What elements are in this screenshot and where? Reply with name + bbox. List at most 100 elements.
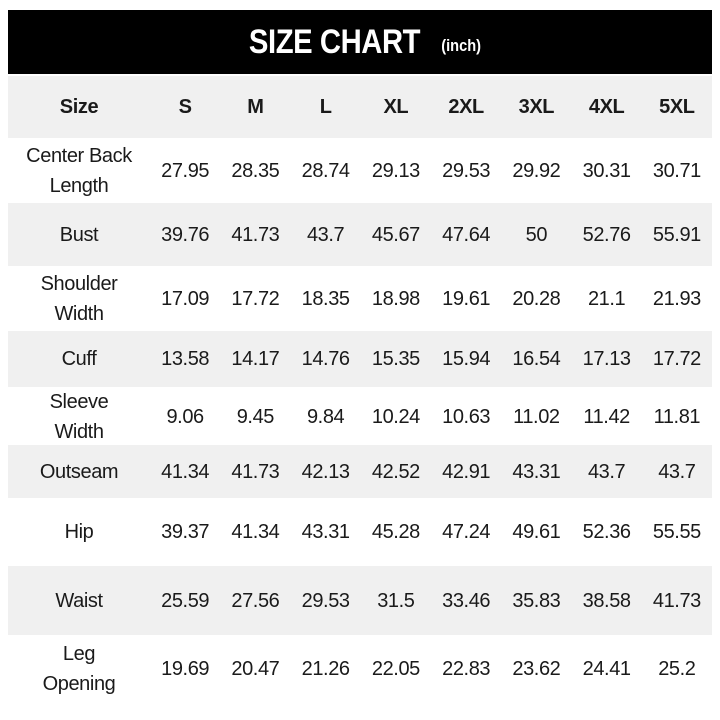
measurement-cell: 11.42 — [583, 406, 630, 428]
measurement-cell: 29.92 — [512, 159, 561, 182]
header-size-s: S — [178, 96, 192, 118]
measurement-cell: 16.54 — [512, 348, 561, 370]
measurement-cell: 17.13 — [582, 348, 631, 370]
measurement-cell: 17.09 — [161, 287, 210, 310]
measurement-cell: 14.17 — [231, 348, 280, 370]
measurement-cell: 21.1 — [587, 287, 626, 310]
measurement-cell: 49.61 — [512, 521, 561, 543]
row-label: Shoulder Width — [40, 272, 118, 325]
header-size-m: M — [247, 96, 264, 118]
measurement-cell: 42.52 — [371, 460, 420, 483]
measurement-cell: 22.83 — [442, 658, 491, 680]
row-label: Cuff — [61, 348, 97, 370]
measurement-cell: 42.13 — [301, 460, 350, 483]
measurement-cell: 19.69 — [161, 658, 210, 680]
measurement-cell: 25.2 — [658, 658, 696, 680]
measurement-cell: 29.53 — [442, 159, 491, 182]
measurement-cell: 19.61 — [442, 287, 491, 310]
row-label: Hip — [64, 521, 94, 543]
measurement-cell: 13.58 — [161, 348, 210, 370]
measurement-cell: 50 — [525, 223, 548, 246]
measurement-cell: 10.63 — [442, 406, 491, 428]
table-row: Shoulder Width 17.09 17.72 18.35 18.98 19.61 2… — [8, 266, 712, 331]
measurement-cell: 47.64 — [442, 223, 491, 246]
header-size-4xl: 4XL — [588, 96, 625, 118]
measurement-cell: 17.72 — [231, 287, 280, 310]
header-row: Size S M L XL 2XL 3XL 4XL 5XL — [8, 76, 712, 138]
measurement-cell: 29.13 — [371, 159, 420, 182]
table-row: Leg Opening 19.69 20.47 21.26 22.05 22.83 23.6… — [8, 635, 712, 703]
measurement-cell: 14.76 — [301, 348, 350, 370]
measurement-cell: 18.98 — [371, 287, 420, 310]
measurement-cell: 33.46 — [442, 589, 491, 612]
row-label: Sleeve Width — [49, 391, 109, 443]
measurement-cell: 22.05 — [371, 658, 420, 680]
measurement-cell: 41.73 — [652, 589, 701, 612]
measurement-cell: 10.24 — [371, 406, 420, 428]
header-size-l: L — [319, 96, 332, 118]
measurement-cell: 45.67 — [371, 223, 420, 246]
measurement-cell: 28.74 — [301, 159, 350, 182]
measurement-cell: 55.91 — [652, 223, 701, 246]
unit-label: (inch) — [441, 36, 482, 55]
measurement-cell: 55.55 — [652, 521, 701, 543]
measurement-cell: 41.34 — [231, 521, 280, 543]
measurement-cell: 27.56 — [231, 589, 280, 612]
header-size-xl: XL — [383, 96, 409, 118]
measurement-cell: 41.73 — [231, 223, 280, 246]
measurement-cell: 43.7 — [306, 223, 345, 246]
measurement-cell: 30.71 — [652, 159, 701, 182]
measurement-cell: 18.35 — [301, 287, 350, 310]
measurement-cell: 38.58 — [582, 589, 631, 612]
row-label: Bust — [59, 223, 99, 246]
measurement-cell: 29.53 — [301, 589, 350, 612]
measurement-cell: 17.72 — [652, 348, 701, 370]
measurement-cell: 21.26 — [301, 658, 350, 680]
measurement-cell: 39.37 — [161, 521, 210, 543]
table-row: Hip 39.37 41.34 43.31 45.28 47.24 49.61 52.36 55… — [8, 498, 712, 566]
measurement-cell: 28.35 — [231, 159, 280, 182]
measurement-cell: 43.7 — [658, 460, 696, 483]
measurement-cell: 52.76 — [582, 223, 631, 246]
table-row: Cuff 13.58 14.17 14.76 15.35 15.94 16.54 17.13 1… — [8, 331, 712, 387]
measurement-cell: 30.31 — [582, 159, 631, 182]
measurement-cell: 11.81 — [653, 406, 701, 428]
table-row: Outseam 41.34 41.73 42.13 42.52 42.91 43.31 43.… — [8, 445, 712, 498]
table-row: Center Back Length 27.95 28.35 28.74 29.13 29… — [8, 138, 712, 203]
measurement-cell: 9.84 — [306, 406, 345, 428]
row-label: Outseam — [39, 460, 119, 483]
measurement-cell: 43.7 — [587, 460, 626, 483]
page-title: SIZE CHART — [249, 22, 421, 61]
measurement-cell: 45.28 — [371, 521, 420, 543]
measurement-cell: 25.59 — [161, 589, 210, 612]
measurement-cell: 15.35 — [371, 348, 420, 370]
measurement-cell: 35.83 — [512, 589, 561, 612]
header-size-2xl: 2XL — [448, 96, 484, 118]
header-size-3xl: 3XL — [518, 96, 555, 118]
measurement-cell: 27.95 — [161, 159, 210, 182]
measurement-cell: 39.76 — [161, 223, 210, 246]
header-size-label: Size — [59, 96, 99, 118]
row-label: Waist — [55, 589, 103, 612]
measurement-cell: 47.24 — [442, 521, 491, 543]
title-bar: SIZE CHART (inch) — [8, 10, 712, 74]
measurement-cell: 52.36 — [582, 521, 631, 543]
measurement-cell: 41.34 — [161, 460, 210, 483]
table-row: Waist 25.59 27.56 29.53 31.5 33.46 35.83 38.58 4… — [8, 566, 712, 635]
measurement-cell: 11.02 — [513, 406, 560, 428]
measurement-cell: 23.62 — [512, 658, 561, 680]
row-label: Center Back Length — [26, 144, 132, 197]
measurement-cell: 24.41 — [582, 658, 631, 680]
measurement-cell: 21.93 — [652, 287, 701, 310]
measurement-cell: 43.31 — [301, 521, 350, 543]
measurement-cell: 9.45 — [236, 406, 275, 428]
header-size-5xl: 5XL — [659, 96, 695, 118]
table-row: Bust 39.76 41.73 43.7 45.67 47.64 50 52.76 55.91 — [8, 203, 712, 266]
size-table: Size S M L XL 2XL 3XL 4XL 5XL Center Back Length 2… — [8, 76, 712, 703]
measurement-cell: 9.06 — [166, 406, 204, 428]
measurement-cell: 42.91 — [442, 460, 491, 483]
table-row: Sleeve Width 9.06 9.45 9.84 10.24 10.63 11.02 1… — [8, 387, 712, 445]
measurement-cell: 20.47 — [231, 658, 280, 680]
measurement-cell: 43.31 — [512, 460, 561, 483]
row-label: Leg Opening — [42, 643, 116, 695]
